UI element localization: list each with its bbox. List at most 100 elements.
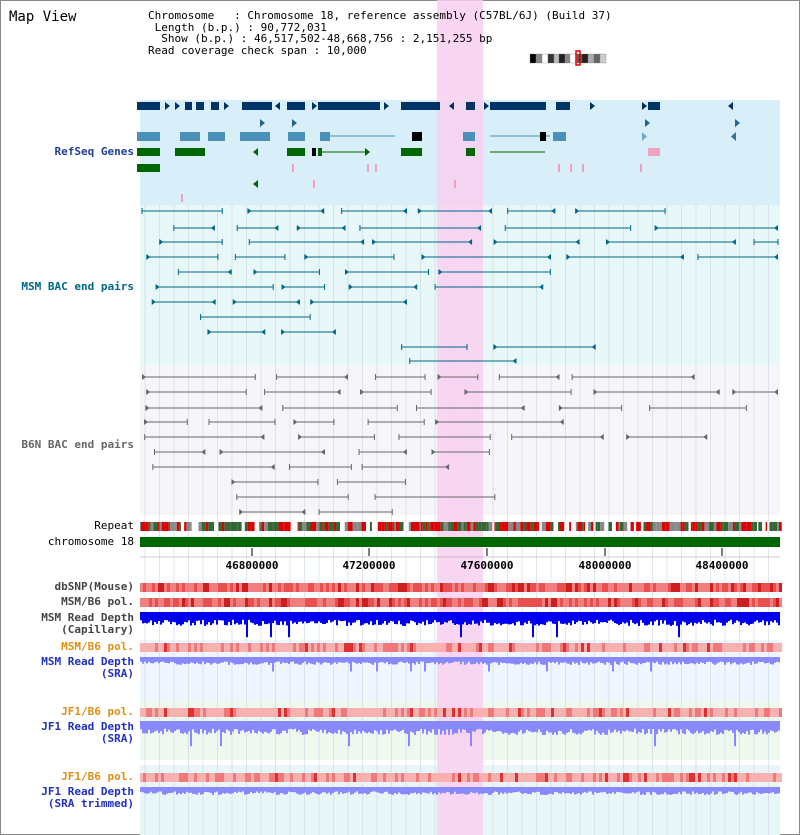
track-label-b6n-bac[interactable]: B6N BAC end pairs — [21, 438, 134, 451]
msm-sra-depth-bar — [410, 657, 412, 672]
dbsnp-cell — [503, 583, 506, 592]
track-label-jf1-pol-2[interactable]: JF1/B6 pol. — [61, 770, 134, 783]
msm-capillary-depth-bar — [308, 612, 310, 623]
repeat-segment — [316, 522, 320, 531]
jf1-pol2-cell — [185, 773, 188, 782]
msm-sra-depth-bar — [562, 657, 564, 663]
msm-sra-depth-bar — [356, 657, 358, 664]
jf1-trim-depth-bar — [384, 787, 386, 792]
jf1-pol2-cell — [761, 773, 764, 782]
track-label-msm-pol-1[interactable]: MSM/B6 pol. — [61, 595, 134, 608]
jf1-trim-depth-bar — [302, 787, 304, 794]
msm-pol2-cell — [566, 643, 569, 652]
repeat-segment — [774, 522, 778, 531]
jf1-pol2-cell — [359, 773, 362, 782]
msm-sra-depth-bar — [344, 657, 346, 663]
jf1-trim-depth-bar — [558, 787, 560, 794]
msm-pol-cell — [212, 598, 215, 607]
jf1-pol-cell — [434, 708, 437, 717]
msm-pol-cell — [449, 598, 452, 607]
jf1-pol-cell — [272, 708, 275, 717]
msm-sra-depth-bar — [700, 657, 702, 663]
jf1-pol2-cell — [722, 773, 725, 782]
gene-block — [401, 148, 422, 156]
msm-pol2-cell — [614, 643, 617, 652]
dbsnp-cell — [332, 583, 335, 592]
jf1-pol2-cell — [719, 773, 722, 782]
jf1-pol-cell — [233, 708, 236, 717]
msm-pol-cell — [590, 598, 593, 607]
jf1-trim-depth-bar — [532, 787, 534, 793]
jf1-pol-cell — [443, 708, 446, 717]
msm-pol-cell — [308, 598, 311, 607]
jf1-pol2-cell — [527, 773, 530, 782]
dbsnp-cell — [245, 583, 248, 592]
track-label-dbsnp[interactable]: dbSNP(Mouse) — [54, 580, 134, 593]
track-label-msm-depth-sra[interactable]: MSM Read Depth (SRA) — [41, 656, 134, 680]
msm-capillary-depth-bar — [452, 612, 454, 624]
msm-capillary-depth-bar — [476, 612, 478, 624]
repeat-segment — [196, 522, 199, 531]
jf1-pol-cell — [488, 708, 491, 717]
track-label-jf1-depth[interactable]: JF1 Read Depth (SRA) — [41, 721, 134, 745]
jf1-sra-depth-bar — [286, 721, 288, 734]
jf1-trim-depth-bar — [492, 787, 494, 793]
jf1-pol2-cell — [704, 773, 707, 782]
msm-sra-depth-bar — [242, 657, 244, 665]
track-label-msm-depth-cap[interactable]: MSM Read Depth (Capillary) — [41, 612, 134, 636]
track-label-msm-bac[interactable]: MSM BAC end pairs — [21, 280, 134, 293]
jf1-pol-cell — [359, 708, 362, 717]
dbsnp-cell — [677, 583, 680, 592]
jf1-sra-depth-bar — [390, 721, 392, 731]
jf1-trim-depth-bar — [480, 787, 482, 794]
msm-sra-depth-bar — [406, 657, 408, 662]
msm-pol-cell — [575, 598, 578, 607]
track-label-repeat[interactable]: Repeat — [94, 519, 134, 532]
msm-pol2-cell — [644, 643, 647, 652]
dbsnp-cell — [749, 583, 752, 592]
jf1-pol-cell — [515, 708, 518, 717]
msm-capillary-depth-bar — [370, 612, 372, 622]
jf1-sra-depth-bar — [150, 721, 152, 734]
msm-pol-cell — [476, 598, 479, 607]
msm-capillary-depth-bar — [210, 612, 212, 626]
jf1-sra-depth-bar — [650, 721, 652, 734]
msm-pol2-cell — [320, 643, 323, 652]
jf1-sra-depth-bar — [716, 721, 718, 735]
msm-pol2-cell — [197, 643, 200, 652]
jf1-pol2-cell — [212, 773, 215, 782]
msm-pol2-cell — [371, 643, 374, 652]
jf1-trim-depth-bar — [200, 787, 202, 795]
jf1-pol-cell — [737, 708, 740, 717]
jf1-trim-depth-bar — [766, 787, 768, 794]
msm-pol-cell — [563, 598, 566, 607]
msm-pol2-cell — [647, 643, 650, 652]
track-label-refseq[interactable]: RefSeq Genes — [54, 145, 134, 158]
jf1-pol2-cell — [410, 773, 413, 782]
msm-sra-depth-bar — [248, 657, 250, 665]
msm-capillary-depth-bar — [386, 612, 388, 625]
jf1-trim-depth-bar — [380, 787, 382, 794]
msm-pol-cell — [587, 598, 590, 607]
repeat-segment — [170, 522, 175, 531]
track-label-jf1-pol-1[interactable]: JF1/B6 pol. — [61, 705, 134, 718]
msm-sra-depth-bar — [320, 657, 322, 665]
track-label-chromosome[interactable]: chromosome 18 — [47, 535, 134, 548]
track-label-jf1-trim[interactable]: JF1 Read Depth (SRA trimmed) — [41, 786, 134, 810]
repeat-segment — [558, 522, 560, 531]
jf1-sra-depth-bar — [750, 721, 752, 731]
repeat-segment — [574, 522, 576, 531]
msm-pol2-cell — [263, 643, 266, 652]
axis-tick-label: 48000000 — [579, 559, 632, 572]
jf1-sra-depth-bar — [512, 721, 514, 733]
msm-pol-cell — [191, 598, 194, 607]
dbsnp-cell — [605, 583, 608, 592]
msm-sra-depth-bar — [430, 657, 432, 663]
msm-pol-cell — [728, 598, 731, 607]
jf1-sra-depth-bar — [462, 721, 464, 730]
track-label-msm-pol-2[interactable]: MSM/B6 pol. — [61, 640, 134, 653]
jf1-trim-depth-bar — [666, 787, 668, 795]
jf1-trim-depth-bar — [222, 787, 224, 794]
msm-capillary-depth-bar — [562, 612, 564, 625]
